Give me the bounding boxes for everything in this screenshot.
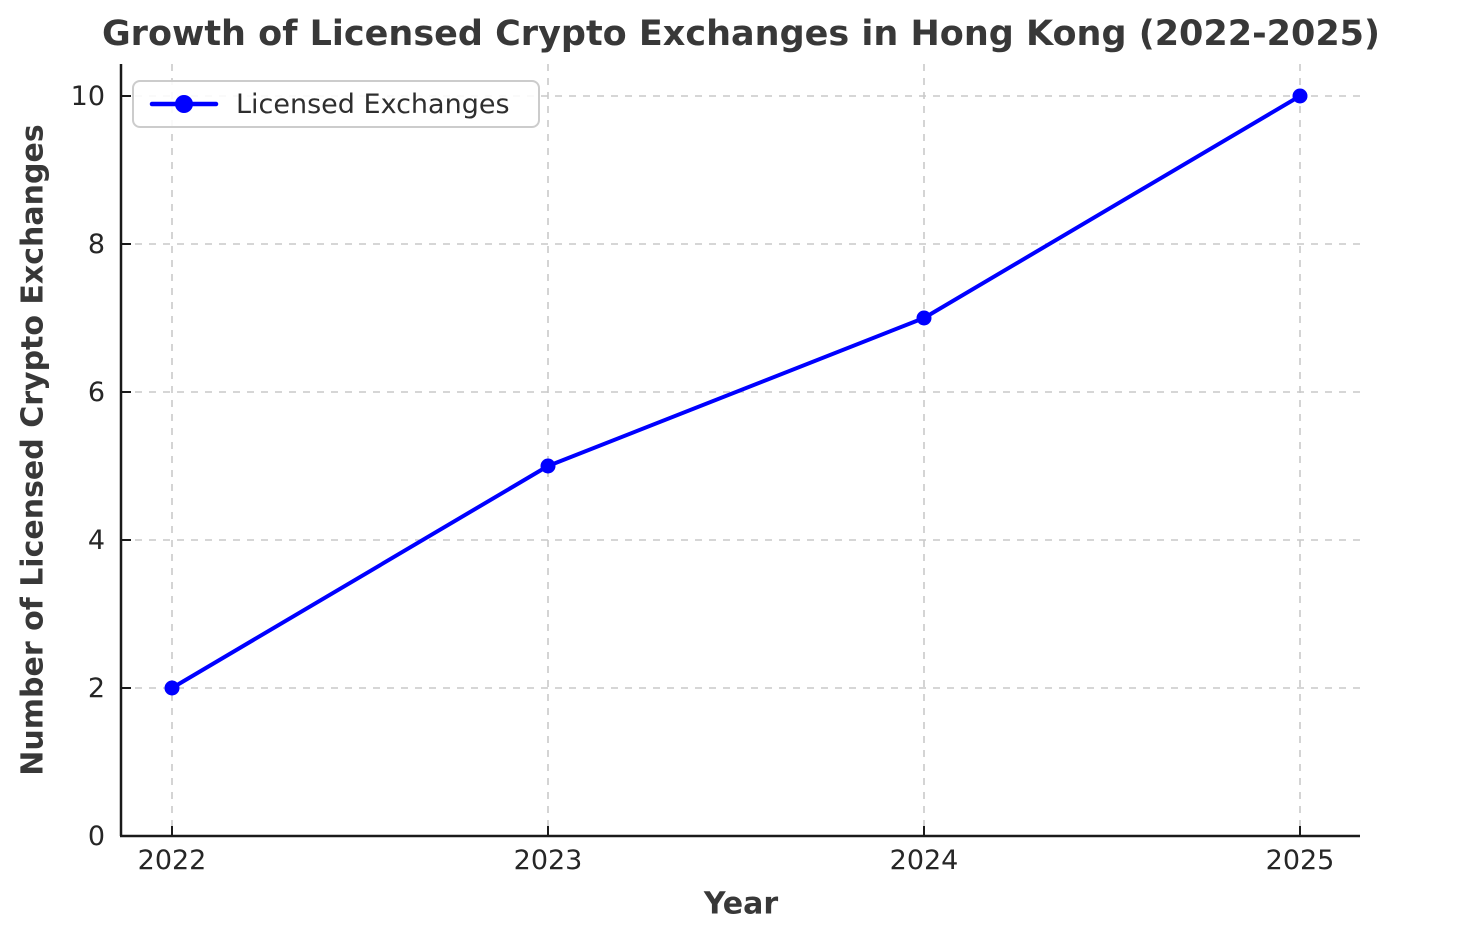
series-line [170,94,1302,690]
x-axis-label: Year [703,886,779,922]
y-tick-label: 4 [88,525,105,556]
legend-marker-sample [175,95,193,113]
data-point [164,680,180,696]
y-tick-label: 6 [88,377,105,408]
y-tick-label: 2 [88,673,105,704]
y-tick-label: 10 [71,81,105,112]
legend: Licensed Exchanges [132,80,540,128]
data-point [540,458,556,474]
x-tick-label: 2024 [890,845,959,876]
y-tick-label: 8 [88,229,105,260]
chart-title: Growth of Licensed Crypto Exchanges in H… [101,14,1381,54]
x-tick-label: 2022 [138,845,207,876]
x-tick-label: 2025 [1266,845,1335,876]
x-tick-label: 2023 [514,845,583,876]
legend-line-marker-icon [149,95,219,113]
y-tick-label: 0 [88,821,105,852]
legend-series-label: Licensed Exchanges [236,88,510,120]
data-point [1292,88,1308,104]
data-point [916,310,932,326]
